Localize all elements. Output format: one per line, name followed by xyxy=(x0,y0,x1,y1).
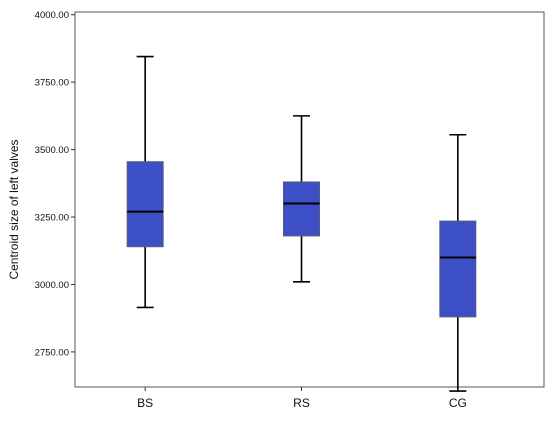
box-rs xyxy=(283,115,320,283)
y-tick-label: 2750.00 xyxy=(35,347,69,358)
x-tick-label: CG xyxy=(449,396,467,410)
y-tick-label: 4000.00 xyxy=(35,10,69,21)
y-tick-label: 3000.00 xyxy=(35,280,69,291)
boxes xyxy=(126,55,477,392)
iqr-box xyxy=(126,161,164,248)
y-axis: 2750.00 3000.00 3250.00 3500.00 3750.00 4000.… xyxy=(35,10,75,358)
x-tick-label: RS xyxy=(293,396,310,410)
y-tick-label: 3250.00 xyxy=(35,213,69,224)
box-bs xyxy=(126,55,164,309)
y-tick-label: 3750.00 xyxy=(35,78,69,89)
plot-area xyxy=(74,11,545,388)
iqr-box xyxy=(283,181,320,237)
box-cg xyxy=(439,133,477,392)
y-axis-title: Centroid size of left valves xyxy=(7,139,21,279)
x-axis: BS RS CG xyxy=(137,387,467,410)
iqr-box xyxy=(439,220,477,318)
x-tick-label: BS xyxy=(137,396,153,410)
y-tick-label: 3500.00 xyxy=(35,145,69,156)
